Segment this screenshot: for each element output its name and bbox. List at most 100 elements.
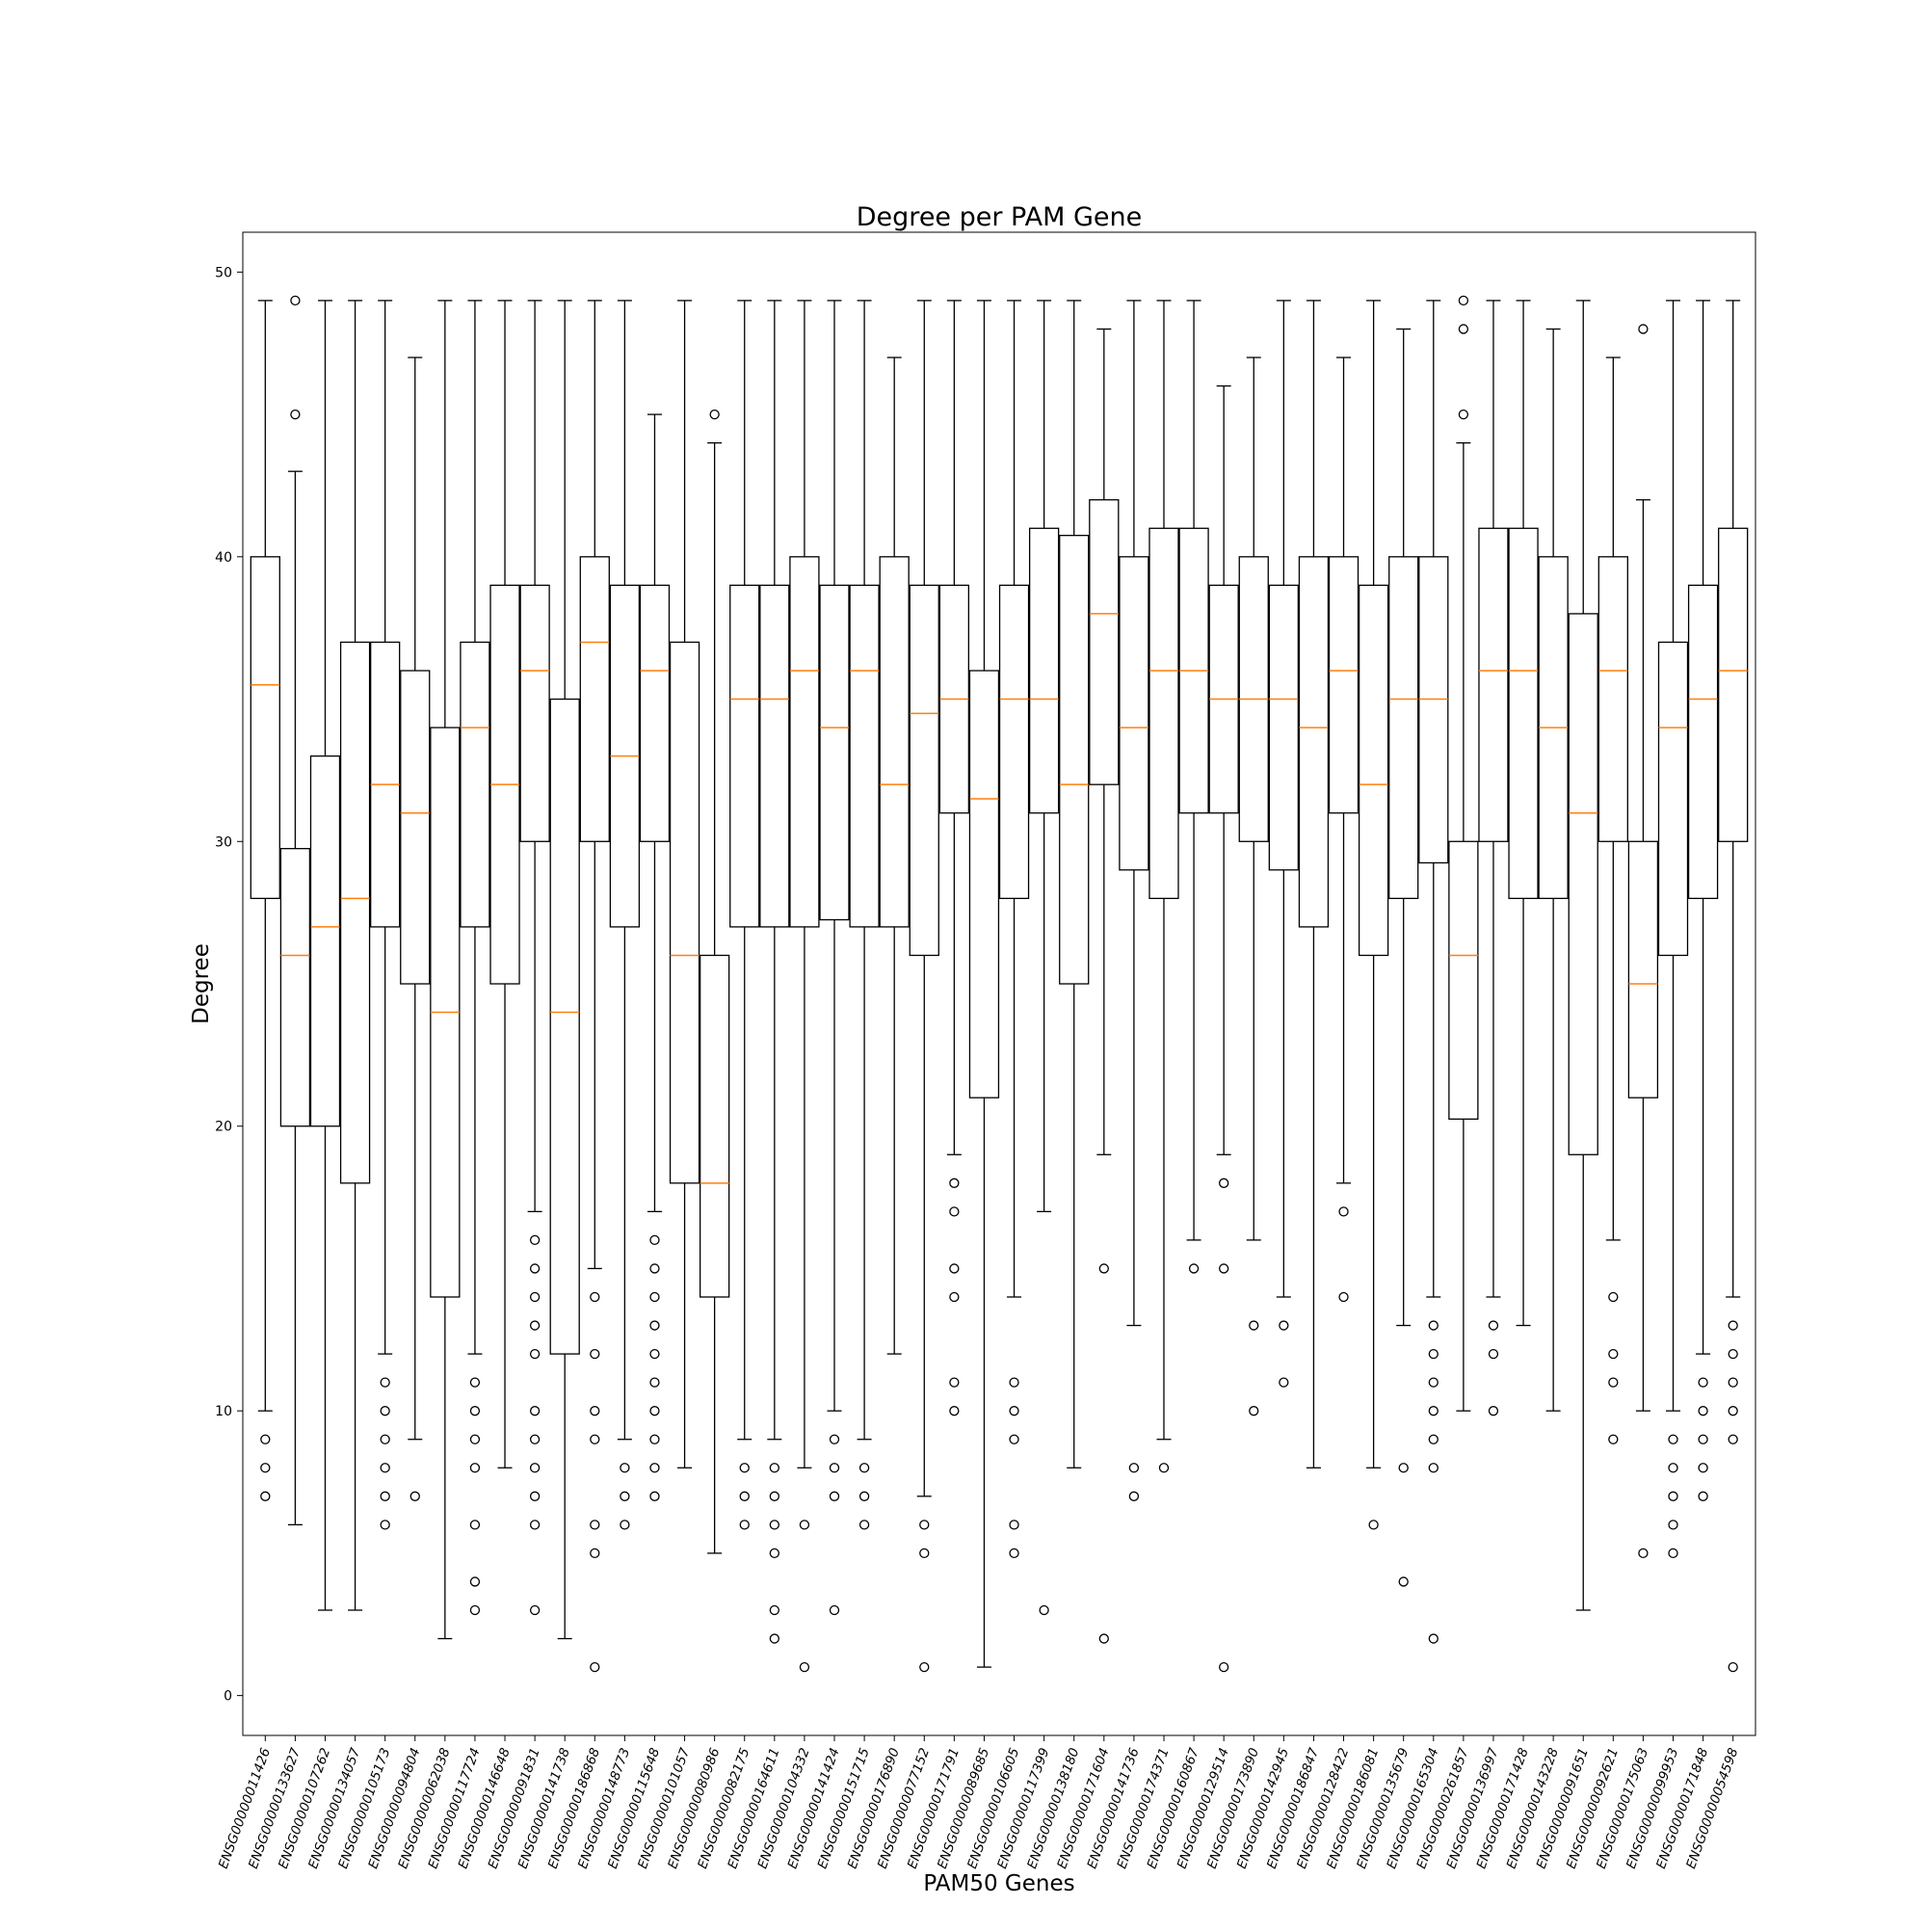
outlier-point (1488, 1320, 1499, 1331)
outlier-point (949, 1377, 960, 1388)
box-group (789, 300, 820, 1673)
box-group (1268, 300, 1299, 1388)
box-iqr (1268, 584, 1299, 871)
outlier-point (769, 1633, 779, 1644)
boxes-layer (250, 295, 1749, 1673)
outlier-point (380, 1520, 390, 1530)
outlier-point (529, 1291, 541, 1303)
outlier-point (649, 1463, 660, 1473)
outlier-point (1338, 1291, 1349, 1303)
outlier-point (1428, 1320, 1439, 1331)
box-iqr (849, 584, 880, 928)
outlier-point (590, 1661, 600, 1673)
box-iqr (1508, 527, 1539, 900)
outlier-point (1219, 1661, 1229, 1673)
outlier-point (380, 1463, 390, 1473)
outlier-point (769, 1548, 779, 1559)
outlier-point (590, 1548, 600, 1559)
outlier-point (1009, 1520, 1019, 1530)
outlier-point (590, 1434, 600, 1444)
y-tick-label: 30 (215, 834, 232, 850)
box-iqr (1657, 641, 1689, 957)
outlier-point (380, 1491, 390, 1501)
box-iqr (759, 584, 790, 928)
y-tick-label: 50 (215, 265, 232, 280)
box-group (1418, 300, 1449, 1644)
outlier-point (1458, 409, 1469, 420)
box-group (279, 295, 311, 1526)
box-iqr (1568, 613, 1598, 1155)
outlier-point (260, 1463, 271, 1473)
outlier-point (290, 409, 301, 420)
outlier-point (949, 1206, 960, 1217)
outlier-point (1728, 1434, 1738, 1444)
outlier-point (529, 1406, 541, 1416)
box-group (489, 300, 520, 1469)
outlier-point (1638, 324, 1649, 334)
box-iqr (879, 556, 910, 928)
outlier-point (919, 1661, 930, 1673)
box-iqr (1388, 556, 1419, 900)
outlier-point (949, 1291, 960, 1303)
box-group (1358, 300, 1389, 1530)
outlier-point (529, 1263, 541, 1274)
outlier-point (769, 1491, 779, 1501)
outlier-point (649, 1434, 660, 1444)
box-iqr (250, 556, 280, 900)
box-iqr (1418, 556, 1449, 864)
outlier-point (469, 1576, 481, 1587)
box-group (1448, 295, 1479, 1412)
outlier-point (469, 1377, 481, 1388)
box-iqr (339, 641, 371, 1184)
outlier-point (590, 1520, 600, 1530)
box-iqr (279, 848, 311, 1127)
outlier-point (380, 1434, 390, 1444)
box-group (1508, 300, 1539, 1327)
box-iqr (819, 584, 850, 921)
outlier-point (469, 1463, 481, 1473)
outlier-point (649, 1291, 660, 1303)
outlier-point (1428, 1434, 1439, 1444)
y-tick-label: 10 (215, 1404, 232, 1419)
outlier-point (529, 1491, 541, 1501)
outlier-point (529, 1604, 541, 1616)
outlier-point (529, 1234, 541, 1246)
outlier-point (649, 1491, 660, 1501)
outlier-point (1728, 1661, 1738, 1673)
outlier-point (1219, 1178, 1229, 1188)
box-group (639, 413, 671, 1501)
outlier-point (469, 1520, 481, 1530)
outlier-point (1668, 1520, 1678, 1530)
outlier-point (739, 1520, 750, 1530)
box-group (549, 300, 580, 1640)
box-group (1148, 300, 1179, 1473)
outlier-point (1428, 1463, 1439, 1473)
box-group (879, 357, 910, 1355)
outlier-point (799, 1661, 810, 1673)
box-group (1538, 328, 1569, 1412)
box-group (1028, 300, 1060, 1616)
box-group (370, 300, 401, 1530)
box-group (759, 300, 790, 1644)
box-group (729, 300, 760, 1530)
box-iqr (1298, 556, 1330, 928)
outlier-point (1428, 1348, 1439, 1360)
outlier-point (1249, 1320, 1259, 1331)
box-iqr (579, 556, 610, 842)
box-group (1119, 300, 1149, 1501)
outlier-point (1009, 1434, 1019, 1444)
box-group (400, 357, 431, 1501)
outlier-point (1009, 1406, 1019, 1416)
outlier-point (1698, 1491, 1708, 1501)
outlier-point (1608, 1348, 1619, 1360)
box-group (1627, 324, 1659, 1559)
outlier-point (1368, 1520, 1379, 1530)
outlier-point (1608, 1377, 1619, 1388)
outlier-point (1279, 1320, 1289, 1331)
box-group (1059, 300, 1090, 1469)
outlier-point (1158, 1463, 1170, 1473)
outlier-point (829, 1463, 840, 1473)
outlier-point (1428, 1377, 1439, 1388)
box-iqr (700, 954, 730, 1298)
